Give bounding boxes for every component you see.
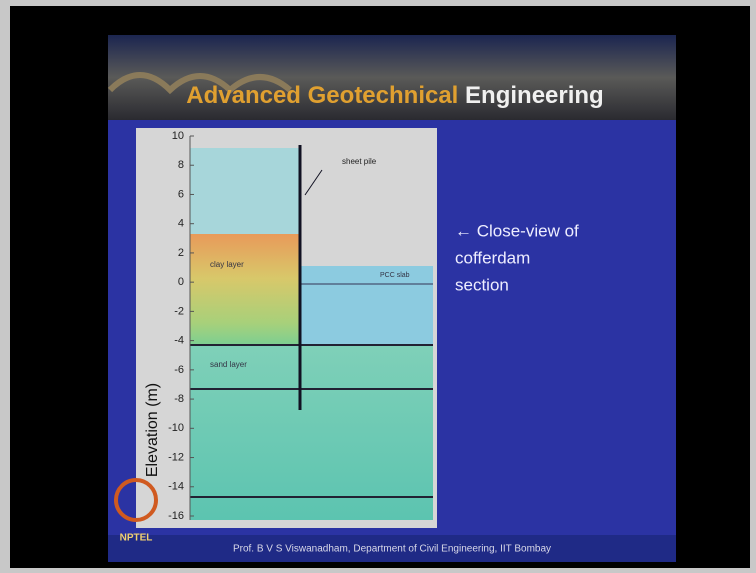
y-tick-label: -10 <box>168 422 184 434</box>
water <box>190 148 300 234</box>
screen: Advanced Geotechnical Engineering Prof. … <box>0 0 756 573</box>
y-tick-label: 4 <box>178 218 184 230</box>
y-tick-label: 0 <box>178 276 184 288</box>
footer: Prof. B V S Viswanadham, Department of C… <box>233 544 551 555</box>
y-tick-label: -8 <box>174 393 184 405</box>
sand-zone <box>190 345 433 520</box>
y-tick-label: 8 <box>178 159 184 171</box>
y-tick-label: 10 <box>172 130 184 142</box>
slide: Advanced Geotechnical Engineering Prof. … <box>108 35 676 562</box>
y-tick-label: -4 <box>174 335 184 347</box>
clay-zone <box>190 234 300 345</box>
y-tick-label: 2 <box>178 247 184 259</box>
y-tick-label: -6 <box>174 364 184 376</box>
y-tick-label: 6 <box>178 188 184 200</box>
y-tick-label: -14 <box>168 481 184 493</box>
right-soil <box>300 266 433 345</box>
caption-line: ← Close-view of <box>455 221 579 240</box>
y-axis-label: Elevation (m) <box>144 383 161 477</box>
logo-text: NPTEL <box>120 533 153 544</box>
figure-label: clay layer <box>210 260 244 269</box>
caption-line: cofferdam <box>455 248 530 267</box>
y-tick-label: -16 <box>168 510 184 522</box>
slide-title: Advanced Geotechnical Engineering <box>186 82 603 109</box>
figure-label: sheet pile <box>342 157 377 166</box>
y-tick-label: -12 <box>168 451 184 463</box>
caption-line: section <box>455 275 509 294</box>
figure: sheet pile clay layer sand layer PCC sla… <box>136 128 437 528</box>
y-tick-label: -2 <box>174 305 184 317</box>
figure-label: sand layer <box>210 360 247 369</box>
figure-label: PCC slab <box>380 272 410 279</box>
